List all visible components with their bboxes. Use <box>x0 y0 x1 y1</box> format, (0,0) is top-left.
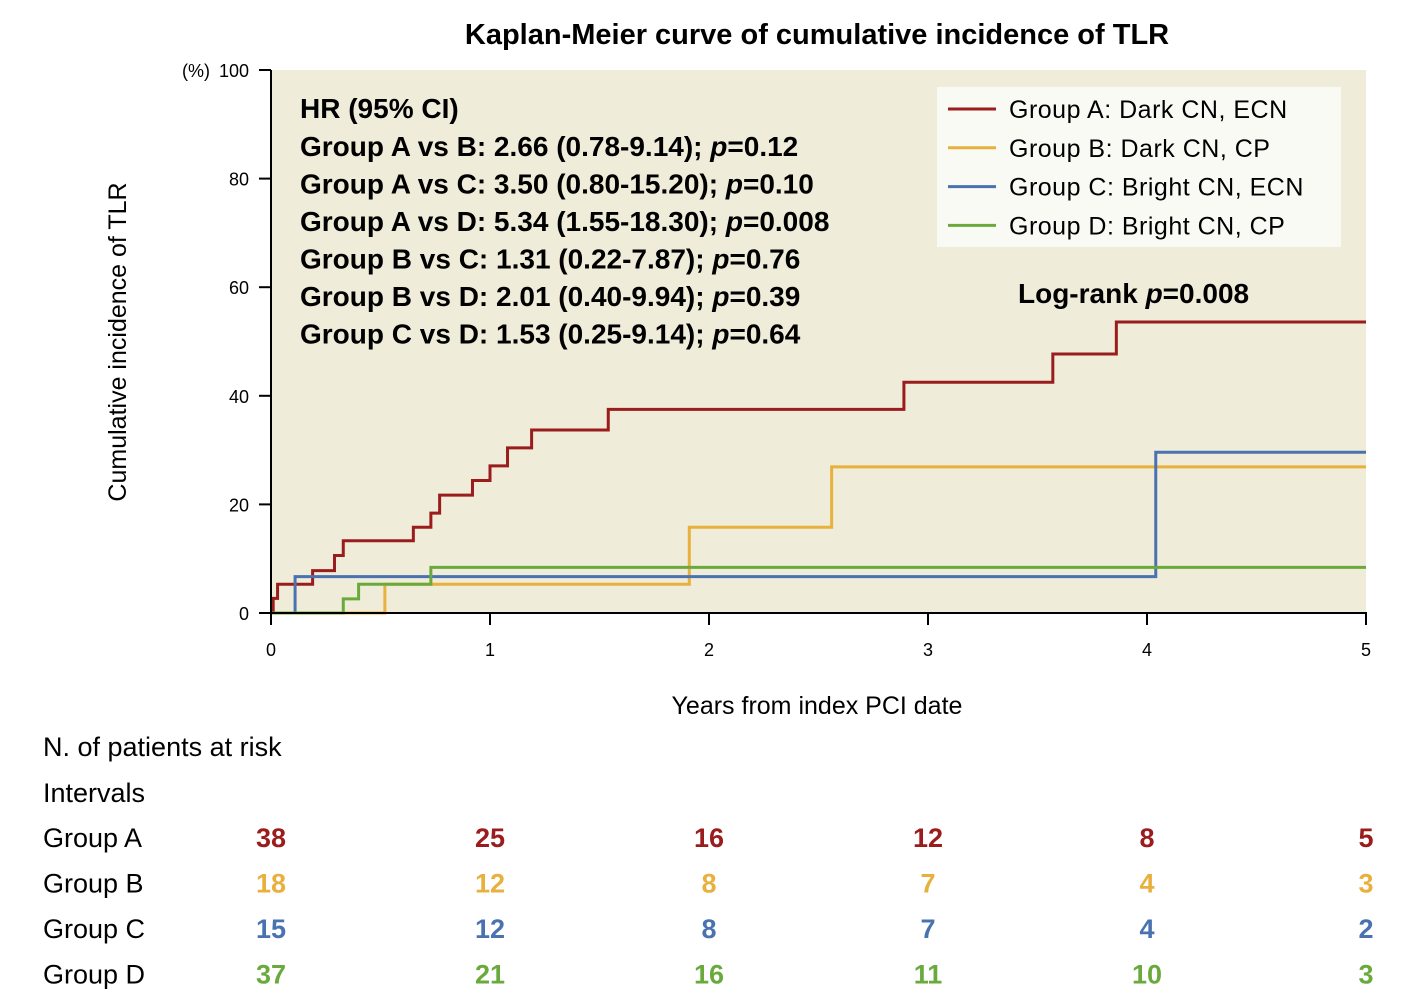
hr-p-value: =0.76 <box>729 244 800 275</box>
risk-value: 3 <box>1358 869 1373 899</box>
hr-line-text: Group A vs D: 5.34 (1.55-18.30); <box>300 206 726 237</box>
risk-value: 16 <box>694 823 724 853</box>
risk-value: 38 <box>256 823 286 853</box>
risk-value: 12 <box>475 869 505 899</box>
risk-row-label: Group C <box>43 914 145 944</box>
hr-line-text: Group C vs D: 1.53 (0.25-9.14); <box>300 319 712 350</box>
hr-p-symbol: p <box>725 206 743 237</box>
hr-p-value: =0.008 <box>743 206 829 237</box>
hr-p-symbol: p <box>711 281 729 312</box>
hr-line: Group C vs D: 1.53 (0.25-9.14); p=0.64 <box>300 319 801 350</box>
hr-p-symbol: p <box>709 131 727 162</box>
risk-row-label: Group D <box>43 960 145 990</box>
risk-value: 11 <box>914 960 943 990</box>
hr-line: Group A vs D: 5.34 (1.55-18.30); p=0.008 <box>300 206 829 237</box>
y-tick-label: 20 <box>229 495 249 515</box>
legend: Group A: Dark CN, ECN Group B: Dark CN, C… <box>937 87 1341 247</box>
risk-value: 4 <box>1139 914 1154 944</box>
y-tick-label: 0 <box>239 604 249 624</box>
y-axis-label: Cumulative incidence of TLR <box>104 182 132 501</box>
risk-value: 15 <box>256 914 286 944</box>
risk-value: 7 <box>920 914 935 944</box>
risk-row-label: Group A <box>43 823 142 853</box>
hr-line: Group B vs D: 2.01 (0.40-9.94); p=0.39 <box>300 281 800 312</box>
risk-table: N. of patients at risk Intervals Group A… <box>43 732 1374 990</box>
risk-value: 37 <box>256 960 286 990</box>
risk-row-label: Group B <box>43 869 144 899</box>
hr-line-text: Group A vs C: 3.50 (0.80-15.20); <box>300 169 726 200</box>
risk-value: 16 <box>694 960 724 990</box>
risk-value: 8 <box>701 869 716 899</box>
legend-label-c: Group C: Bright CN, ECN <box>1009 174 1304 202</box>
y-tick-label: 60 <box>229 278 249 298</box>
y-unit-label: (%) <box>182 61 210 81</box>
risk-value: 8 <box>1139 823 1154 853</box>
y-tick-label: 40 <box>229 387 249 407</box>
chart-title: Kaplan-Meier curve of cumulative inciden… <box>465 19 1169 51</box>
hr-line: Group A vs B: 2.66 (0.78-9.14); p=0.12 <box>300 131 798 162</box>
risk-value: 8 <box>701 914 716 944</box>
x-tick-label: 5 <box>1361 640 1371 660</box>
risk-value: 21 <box>475 960 505 990</box>
risk-value: 12 <box>475 914 505 944</box>
hr-line-text: Group A vs B: 2.66 (0.78-9.14); <box>300 131 710 162</box>
risk-value: 5 <box>1358 823 1373 853</box>
logrank-text: Log-rank <box>1018 278 1146 309</box>
hr-p-value: =0.64 <box>729 319 800 350</box>
series-line-d <box>271 565 1366 615</box>
x-axis-label: Years from index PCI date <box>672 692 963 720</box>
risk-value: 2 <box>1358 914 1373 944</box>
hr-title: HR (95% CI) <box>300 93 459 124</box>
x-tick-label: 3 <box>923 640 933 660</box>
hr-p-symbol: p <box>711 244 729 275</box>
hr-p-symbol: p <box>711 319 729 350</box>
risk-table-title: N. of patients at risk <box>43 732 282 762</box>
hr-p-value: =0.12 <box>727 131 798 162</box>
hr-p-symbol: p <box>725 169 743 200</box>
legend-label-a: Group A: Dark CN, ECN <box>1009 96 1288 124</box>
hr-line-text: Group B vs D: 2.01 (0.40-9.94); <box>300 281 712 312</box>
hr-line-text: Group B vs C: 1.31 (0.22-7.87); <box>300 244 712 275</box>
logrank-annotation: Log-rank p=0.008 <box>1018 278 1249 309</box>
x-tick-label: 0 <box>266 640 276 660</box>
risk-value: 25 <box>475 823 505 853</box>
x-tick-label: 4 <box>1142 640 1152 660</box>
y-tick-label: 80 <box>229 170 249 190</box>
hr-p-value: =0.39 <box>729 281 800 312</box>
x-tick-label: 2 <box>704 640 714 660</box>
risk-value: 3 <box>1358 960 1373 990</box>
risk-value: 7 <box>920 869 935 899</box>
legend-label-d: Group D: Bright CN, CP <box>1009 212 1285 240</box>
y-tick-label: 100 <box>219 61 249 81</box>
risk-intervals-label: Intervals <box>43 778 145 808</box>
legend-box <box>937 87 1341 247</box>
risk-value: 10 <box>1132 960 1162 990</box>
hr-annotation: HR (95% CI) Group A vs B: 2.66 (0.78-9.1… <box>300 93 829 350</box>
x-tick-label: 1 <box>485 640 495 660</box>
axes: 0 1 2 3 4 5 0 20 40 60 80 100 <box>219 61 1371 660</box>
hr-line: Group A vs C: 3.50 (0.80-15.20); p=0.10 <box>300 169 814 200</box>
risk-value: 12 <box>913 823 943 853</box>
hr-p-value: =0.10 <box>743 169 814 200</box>
legend-label-b: Group B: Dark CN, CP <box>1009 135 1270 163</box>
series-line-b <box>271 465 1366 615</box>
risk-value: 4 <box>1139 869 1154 899</box>
hr-line: Group B vs C: 1.31 (0.22-7.87); p=0.76 <box>300 244 800 275</box>
risk-value: 18 <box>256 869 286 899</box>
